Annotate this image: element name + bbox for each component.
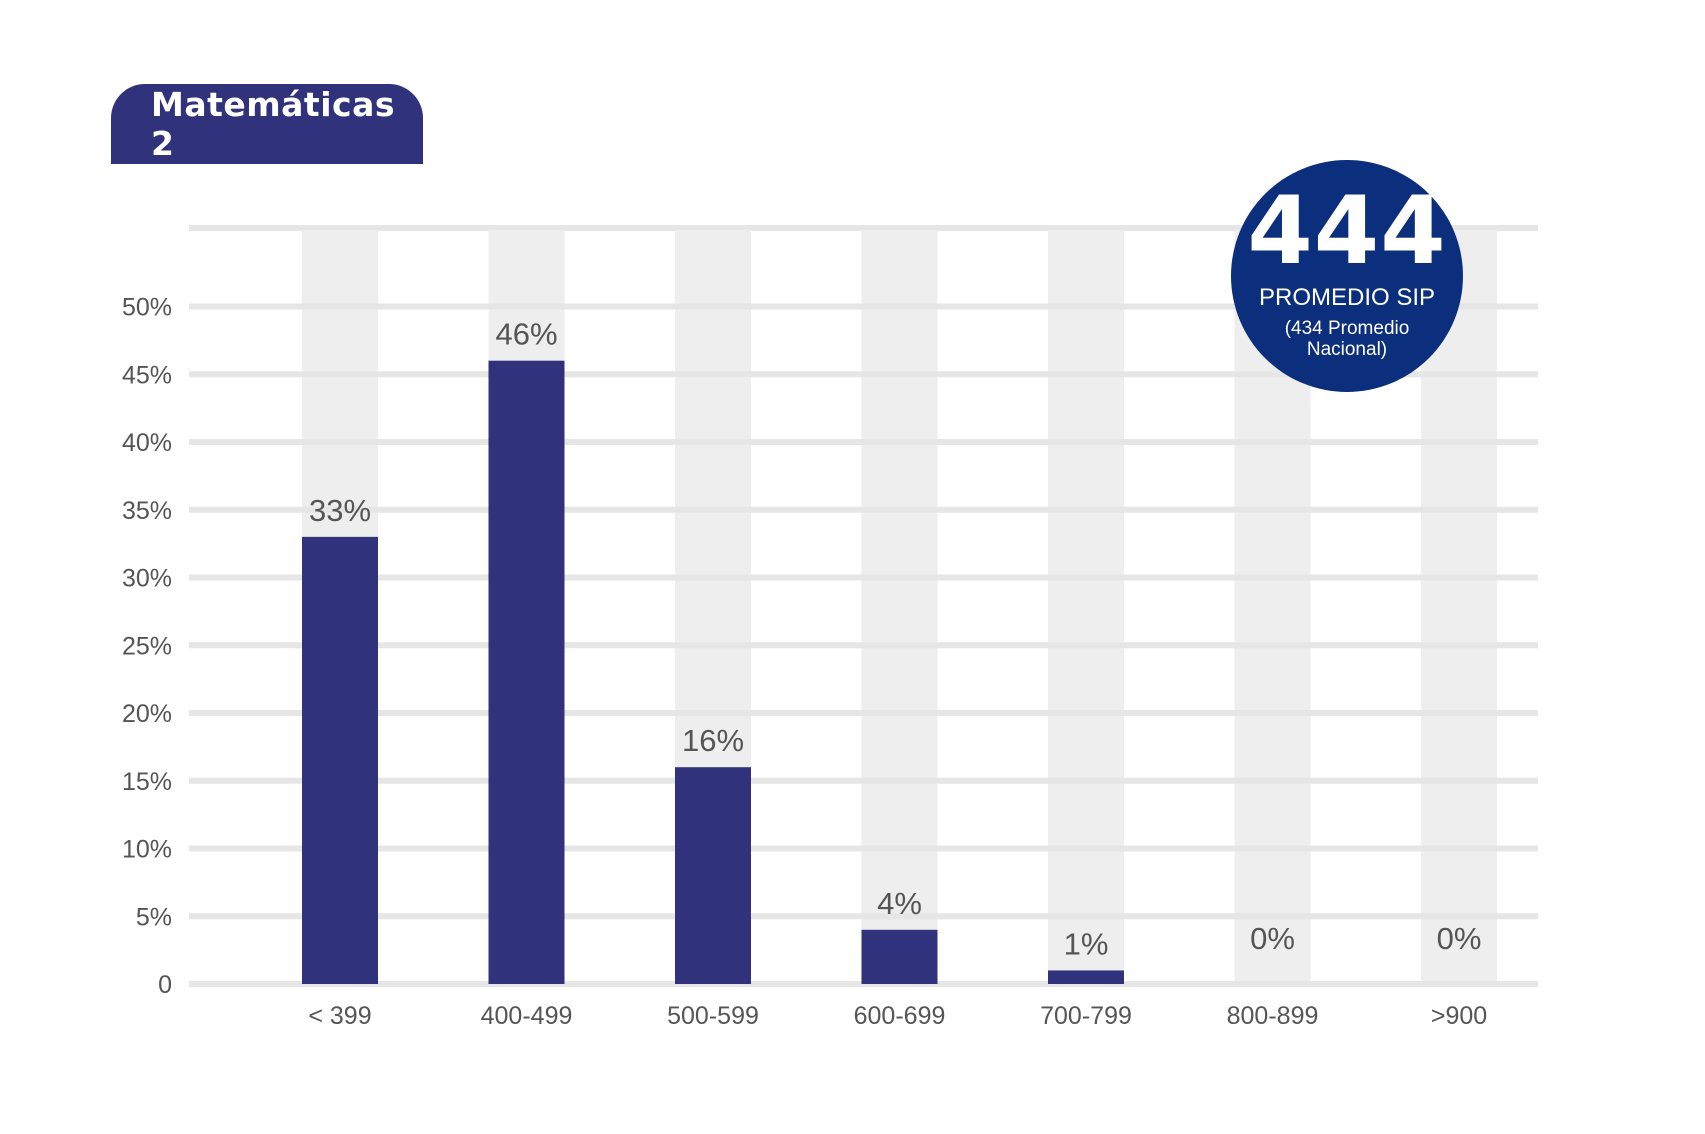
y-tick-label: 50%: [122, 294, 172, 322]
bar-value-label: 46%: [495, 317, 557, 352]
bar-track: [1421, 230, 1497, 984]
y-tick-label: 20%: [122, 700, 172, 728]
gridline: [189, 371, 1538, 378]
x-category-label: 400-499: [481, 1002, 573, 1030]
y-tick-label: 10%: [122, 836, 172, 864]
y-tick-label: 40%: [122, 429, 172, 457]
y-tick-label: 35%: [122, 497, 172, 525]
gridline-top: [189, 225, 1538, 231]
gridline: [189, 439, 1538, 445]
bar-value-label: 4%: [877, 886, 922, 921]
average-score-label: PROMEDIO SIP: [1258, 284, 1436, 311]
y-tick-label: 0: [158, 971, 172, 999]
gridline: [189, 574, 1538, 581]
chart-title-tab: Matemáticas 2: [111, 84, 423, 164]
x-category-label: < 399: [308, 1002, 371, 1030]
bar: [1048, 970, 1124, 984]
y-tick-label: 15%: [122, 768, 172, 796]
gridline: [189, 642, 1538, 649]
chart-title: Matemáticas 2: [151, 85, 395, 163]
gridline: [189, 777, 1538, 784]
y-tick-label: 5%: [136, 903, 172, 931]
bar-value-label: 1%: [1064, 926, 1109, 961]
x-category-label: 500-599: [667, 1002, 759, 1030]
bar: [488, 360, 565, 984]
y-tick-label: 30%: [122, 565, 172, 593]
average-score-badge: 444 PROMEDIO SIP (434 Promedio Nacional): [1231, 160, 1463, 392]
gridline: [189, 845, 1538, 852]
gridline: [189, 506, 1538, 513]
bar: [302, 536, 378, 984]
average-score-value: 444: [1247, 177, 1447, 286]
national-average-note: (434 Promedio Nacional): [1284, 318, 1410, 360]
bar: [861, 929, 938, 984]
gridline: [189, 913, 1538, 920]
gridline: [189, 710, 1538, 716]
bar-value-label: 0%: [1250, 921, 1295, 956]
x-category-label: 800-899: [1227, 1002, 1319, 1030]
x-category-label: 600-699: [854, 1002, 946, 1030]
y-tick-label: 25%: [122, 632, 172, 660]
bar-value-label: 33%: [309, 493, 371, 528]
bar-track: [861, 230, 938, 984]
bar-track: [1048, 230, 1124, 984]
bar-value-label: 0%: [1437, 921, 1482, 956]
x-category-label: 700-799: [1040, 1002, 1132, 1030]
y-tick-label: 45%: [122, 361, 172, 389]
gridline: [189, 303, 1538, 310]
bar: [675, 767, 751, 984]
bar-value-label: 16%: [682, 723, 744, 758]
x-category-label: >900: [1431, 1002, 1487, 1030]
